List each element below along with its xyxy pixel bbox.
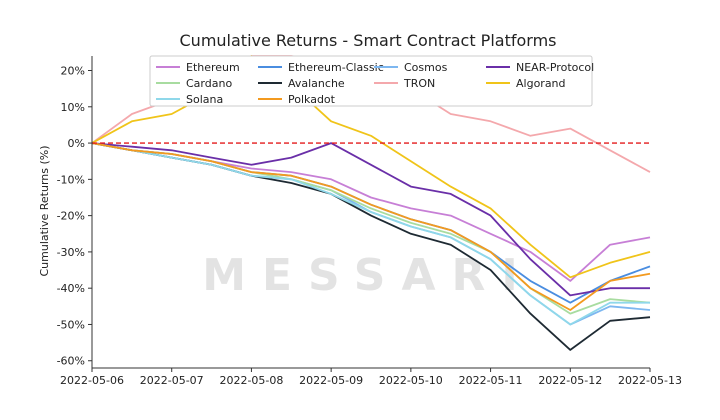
legend-label: Solana: [186, 93, 223, 106]
legend-label: Ethereum-Classic: [288, 61, 384, 74]
legend-box: [149, 55, 593, 107]
x-tick-label: 2022-05-12: [538, 374, 602, 387]
y-tick-label: 0%: [68, 137, 85, 150]
series-line-algorand: [91, 55, 651, 279]
x-tick-label: 2022-05-13: [618, 374, 682, 387]
legend: Ethereum Ethereum-Classic Cosmos NEAR-Proto…: [149, 55, 594, 107]
y-tick-label: -30%: [57, 246, 85, 259]
y-tick-label: 10%: [61, 101, 85, 114]
x-tick-label: 2022-05-11: [459, 374, 523, 387]
axes: 20% 10% 0% -10% -20% -30% -40% -50% -60% 2022-05-…: [57, 56, 682, 387]
series-line-solana: [91, 142, 650, 326]
y-tick-label: -60%: [57, 355, 85, 368]
chart-title: Cumulative Returns - Smart Contract Plat…: [180, 31, 557, 50]
y-tick-label: 20%: [61, 65, 85, 78]
x-tick-label: 2022-05-09: [299, 374, 363, 387]
x-tick-label: 2022-05-07: [140, 374, 204, 387]
legend-label: Algorand: [516, 77, 566, 90]
legend-label: Cardano: [186, 77, 232, 90]
y-axis-label: Cumulative Returns (%): [38, 145, 51, 276]
y-tick-label: -10%: [57, 173, 85, 186]
series-line-near-protocol: [91, 142, 650, 297]
legend-label: Polkadot: [288, 93, 336, 106]
series-line-polkadot: [91, 142, 651, 311]
y-tick-label: -50%: [57, 318, 85, 331]
x-tick-label: 2022-05-08: [219, 374, 283, 387]
y-tick-label: -20%: [57, 210, 85, 223]
y-tick-label: -40%: [57, 282, 85, 295]
x-tick-label: 2022-05-10: [379, 374, 443, 387]
legend-label: NEAR-Protocol: [516, 61, 594, 74]
watermark: MESSARI: [202, 250, 534, 301]
legend-label: TRON: [403, 77, 435, 90]
series-line-avalanche: [91, 142, 651, 351]
legend-label: Cosmos: [404, 61, 448, 74]
legend-label: Avalanche: [288, 77, 345, 90]
legend-label: Ethereum: [186, 61, 240, 74]
x-tick-label: 2022-05-06: [60, 374, 124, 387]
